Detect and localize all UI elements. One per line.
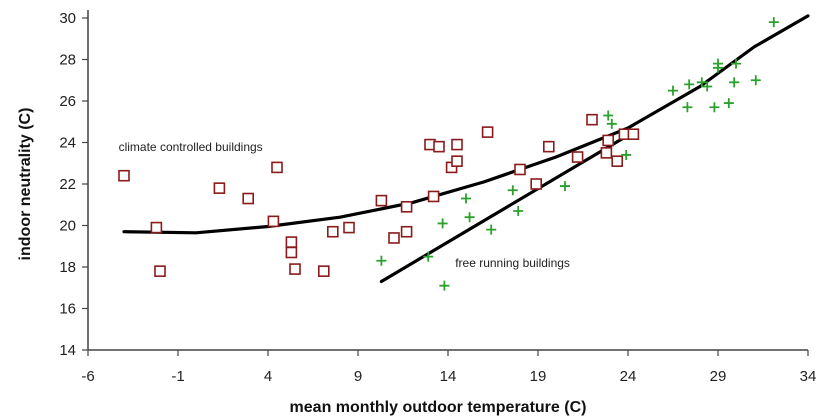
square-point: [213, 182, 226, 194]
square-point: [154, 265, 166, 277]
x-tick-label: 14: [440, 368, 457, 385]
x-tick-label: -6: [81, 368, 94, 385]
plus-point: [423, 251, 434, 262]
x-tick-label: -1: [171, 368, 184, 385]
square-point: [118, 169, 130, 182]
annotation-label: climate controlled buildings: [119, 140, 263, 154]
square-point: [427, 190, 440, 203]
square-point: [433, 140, 445, 153]
plus-point: [606, 118, 617, 129]
square-point: [400, 225, 413, 238]
x-tick-label: 9: [354, 368, 362, 385]
plus-point: [464, 212, 475, 223]
y-tick-label: 22: [59, 176, 76, 193]
square-point: [326, 225, 339, 238]
plus-point: [750, 75, 761, 86]
x-axis-title: mean monthly outdoor temperature (C): [290, 399, 587, 416]
square-point: [530, 178, 543, 190]
y-tick-label: 14: [59, 342, 76, 359]
square-point: [600, 147, 613, 159]
square-point: [150, 221, 163, 234]
square-point: [514, 163, 526, 176]
square-point: [611, 155, 624, 167]
square-point: [542, 140, 555, 153]
plus-point: [439, 280, 450, 291]
plus-point: [513, 205, 524, 216]
plus-point: [560, 181, 570, 192]
plus-point: [668, 85, 678, 96]
y-tick-label: 26: [59, 93, 76, 110]
square-point: [267, 215, 280, 228]
plus-point: [709, 102, 720, 113]
plus-point: [768, 17, 779, 28]
square-point: [289, 263, 301, 275]
plus-point: [461, 193, 471, 204]
y-tick-label: 16: [59, 301, 76, 318]
plus-point: [486, 224, 497, 235]
plus-point: [729, 77, 740, 88]
plus-point: [376, 255, 387, 266]
square-point: [571, 151, 584, 163]
square-point: [602, 134, 615, 147]
x-tick-label: 34: [800, 368, 817, 385]
plus-point: [507, 185, 518, 196]
y-tick-label: 28: [59, 52, 76, 69]
plus-point: [723, 98, 734, 109]
x-tick-label: 24: [620, 368, 637, 385]
square-point: [271, 161, 283, 174]
plus-point: [621, 149, 632, 160]
y-tick-label: 20: [59, 218, 76, 235]
annotation-label: free running buildings: [455, 256, 570, 270]
square-point: [375, 194, 388, 207]
x-tick-label: 29: [710, 368, 727, 385]
square-point: [481, 126, 494, 138]
y-tick-label: 24: [59, 135, 76, 152]
y-tick-label: 18: [59, 259, 76, 276]
axes: -6 -1 4 9 14 19 24 29 34 14 16 18 20 22 24 26 28 30: [59, 10, 816, 385]
square-point: [317, 265, 330, 277]
plus-point: [696, 77, 707, 88]
square-point: [285, 246, 298, 259]
square-point: [451, 155, 463, 167]
plus-point: [702, 81, 713, 92]
square-point: [400, 201, 413, 213]
fit-line: [122, 14, 810, 235]
y-axis-title: indoor neutrality (C): [17, 108, 34, 261]
plus-point: [603, 110, 614, 121]
labels: mean monthly outdoor temperature (C) indo…: [17, 108, 586, 416]
x-tick-label: 19: [530, 368, 547, 385]
square-point: [285, 236, 298, 248]
square-point: [343, 221, 355, 234]
plus-point: [713, 58, 723, 69]
plus-point: [437, 218, 448, 229]
square-point: [627, 128, 640, 140]
square-point: [242, 192, 254, 205]
plus-point: [731, 58, 741, 69]
x-tick-label: 4: [264, 368, 272, 385]
y-tick-label: 30: [59, 10, 76, 27]
data-points: [118, 17, 779, 291]
square-point: [388, 232, 400, 244]
plus-point: [682, 102, 693, 113]
plus-point: [684, 79, 695, 90]
square-point: [586, 113, 598, 126]
square-point: [451, 138, 463, 151]
